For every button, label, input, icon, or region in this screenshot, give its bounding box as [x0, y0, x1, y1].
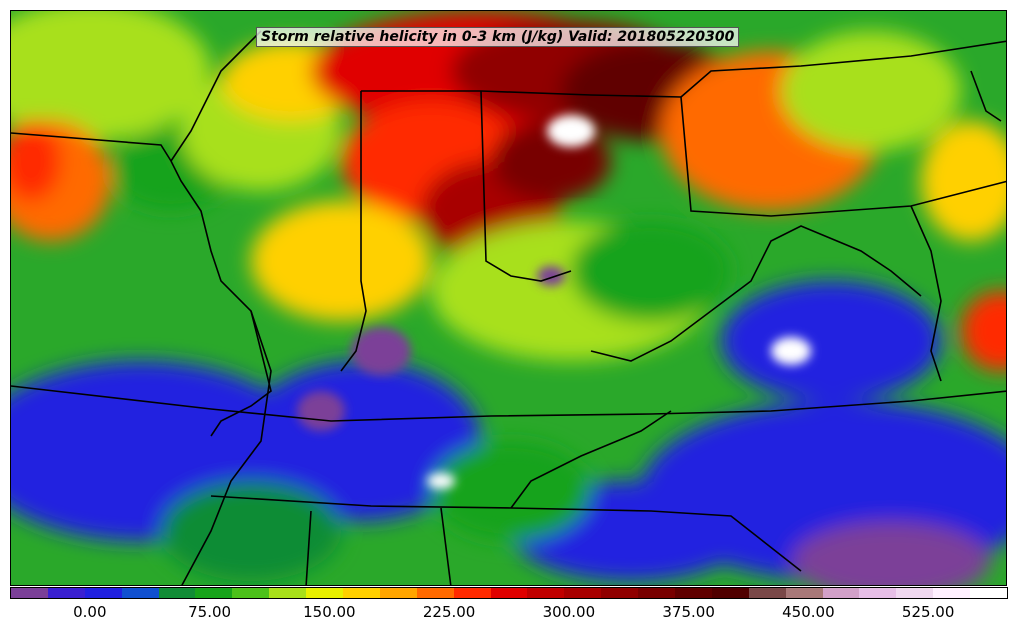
colorbar-tick-label: 0.00 — [73, 603, 107, 621]
helicity-field-map — [11, 11, 1006, 585]
colorbar-segment — [748, 588, 786, 598]
colorbar-segment — [822, 588, 860, 598]
colorbar-segment — [711, 588, 749, 598]
colorbar-segment — [970, 588, 1008, 598]
colorbar-segment — [564, 588, 602, 598]
colorbar-tick-label: 525.00 — [901, 603, 955, 621]
colorbar-segment — [527, 588, 565, 598]
colorbar-segment — [379, 588, 417, 598]
colorbar-segment — [11, 588, 48, 598]
colorbar-segment — [84, 588, 122, 598]
colorbar-segment — [638, 588, 676, 598]
colorbar-segment — [47, 588, 85, 598]
colorbar-segment — [896, 588, 934, 598]
colorbar-tick-label: 450.00 — [782, 603, 835, 621]
colorbar — [10, 587, 1008, 599]
colorbar-segment — [675, 588, 712, 598]
colorbar-segment — [306, 588, 344, 598]
colorbar-tick-label: 75.00 — [188, 603, 232, 621]
colorbar-tick-label: 225.00 — [422, 603, 476, 621]
field-spots — [297, 115, 811, 489]
colorbar-segment — [269, 588, 307, 598]
colorbar-tick-label: 150.00 — [303, 603, 356, 621]
colorbar-segment — [453, 588, 491, 598]
colorbar-ticks: 0.00 75.00 150.00 225.00 300.00 375.00 450.00 5… — [0, 603, 1018, 625]
colorbar-segment — [121, 588, 159, 598]
state-boundaries — [11, 30, 1006, 585]
colorbar-segment — [601, 588, 639, 598]
colorbar-segment — [490, 588, 528, 598]
colorbar-segment — [158, 588, 196, 598]
map-panel: Storm relative helicity in 0-3 km (J/kg)… — [10, 10, 1007, 586]
colorbar-segment — [859, 588, 897, 598]
colorbar-segment — [343, 588, 380, 598]
colorbar-tick-label: 300.00 — [542, 603, 596, 621]
colorbar-segment — [195, 588, 233, 598]
colorbar-tick-label: 375.00 — [662, 603, 715, 621]
colorbar-segment — [416, 588, 454, 598]
colorbar-segment — [785, 588, 823, 598]
colorbar-segment — [933, 588, 971, 598]
map-title: Storm relative helicity in 0-3 km (J/kg)… — [256, 27, 740, 47]
colorbar-segment — [232, 588, 270, 598]
